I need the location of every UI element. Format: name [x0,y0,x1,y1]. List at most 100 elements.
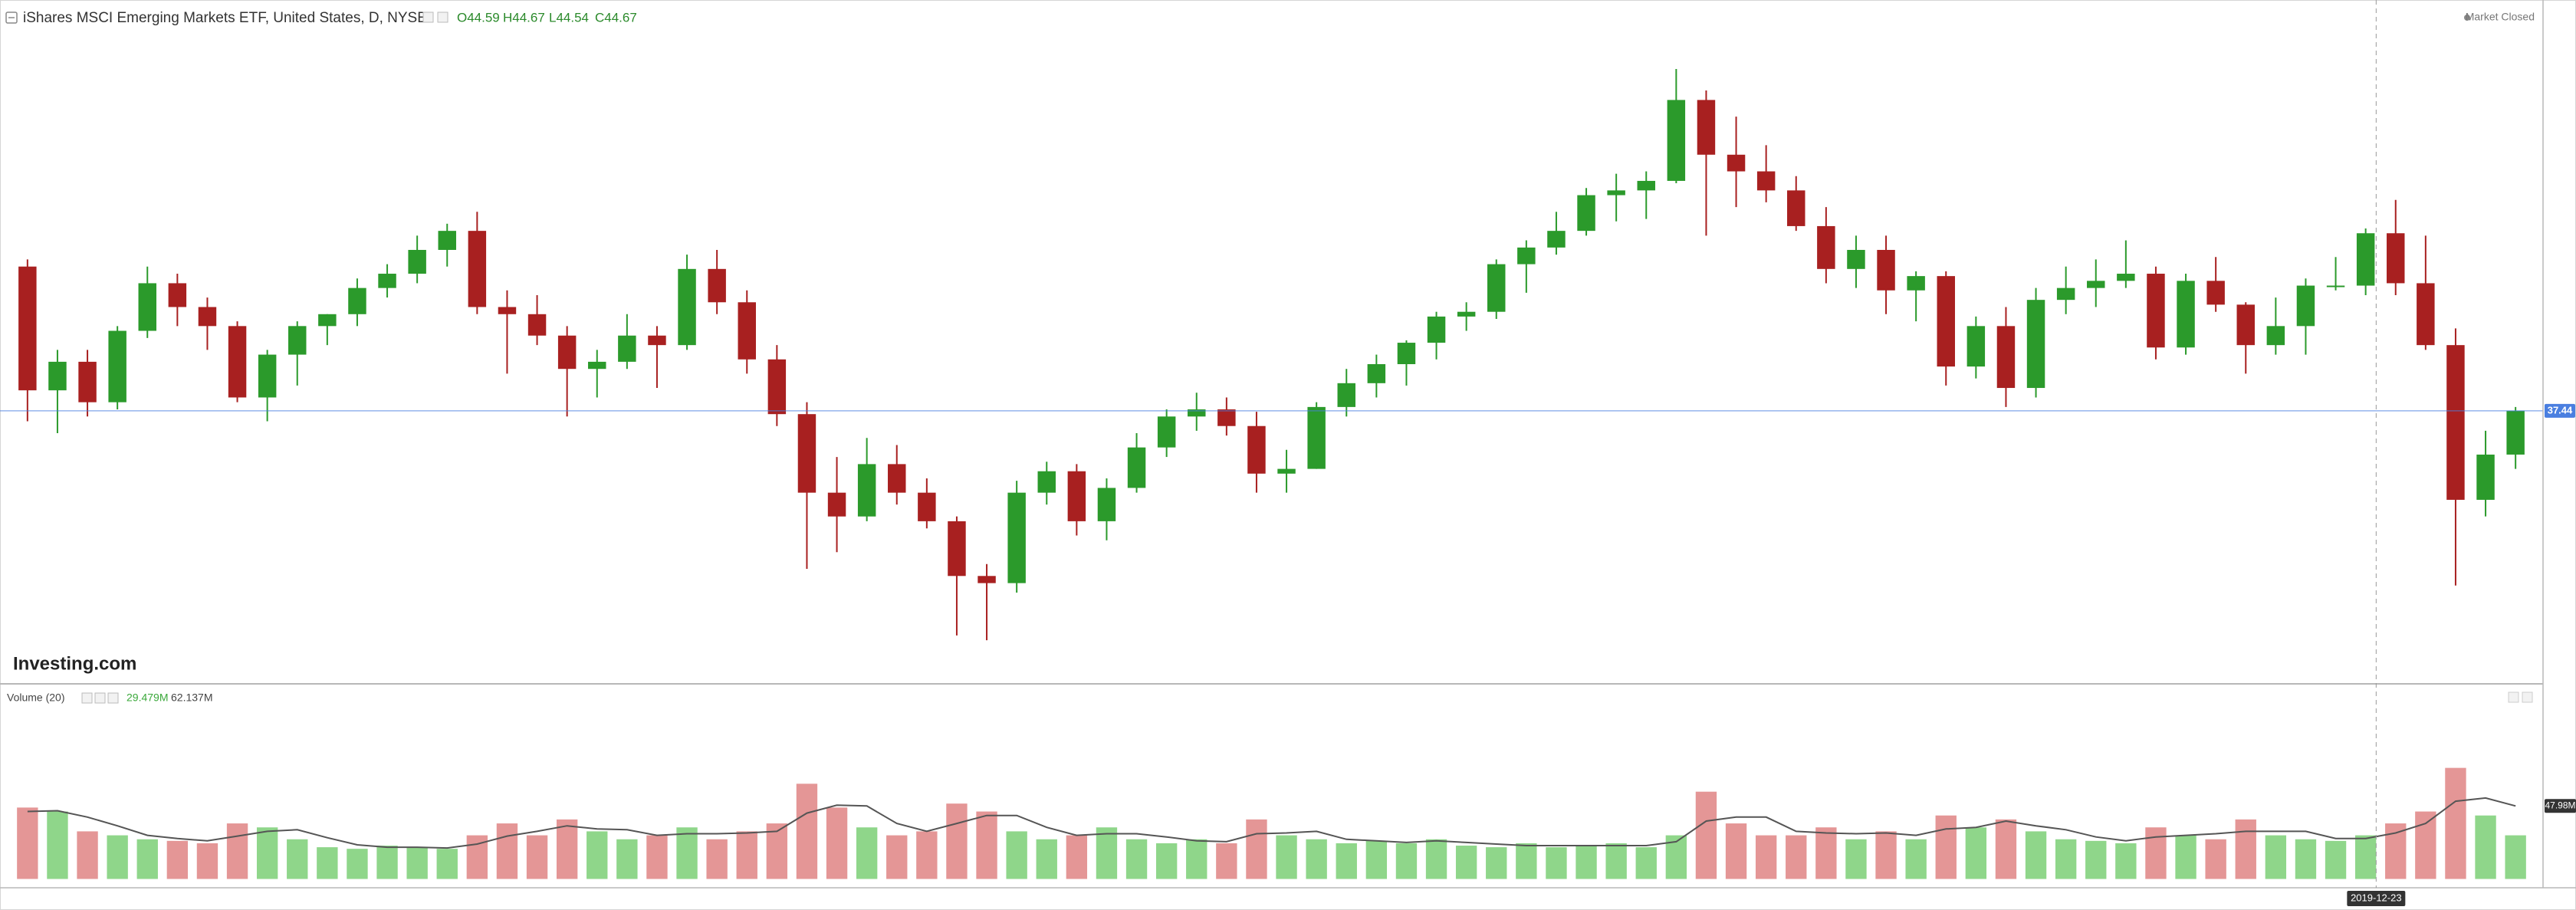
candle-body [2446,345,2465,500]
candle-body [348,287,366,314]
ohlc-open: O44.59 [457,10,500,25]
volume-bar [2354,835,2377,879]
last-price-tag [2545,403,2575,418]
chart-title: iShares MSCI Emerging Markets ETF, Unite… [23,10,427,26]
candle-body [1667,100,1686,181]
volume-bar [317,847,338,879]
candle-body [678,268,696,346]
candle-body [1487,264,1506,312]
candle-body [138,283,156,331]
volume-bar [2445,767,2466,879]
volume-bar [2235,819,2256,879]
candle-body [438,231,456,250]
candle-body [1996,326,2016,389]
volume-bar [1306,839,1327,879]
candle-body [1307,406,1326,469]
volume-bar [1365,840,1388,879]
last-price-label: 37.44 [2548,404,2573,416]
volume-bar [976,811,997,879]
volume-bar [1695,791,1717,879]
volume-bar [17,807,38,879]
candle-body [1967,326,1986,367]
candle-body [48,361,67,391]
candle-body [1756,171,1776,191]
volume-bar [2145,827,2167,879]
candle-body [2296,285,2315,327]
volume-bar [1995,819,2017,879]
volume-bar [2085,840,2107,879]
candle-body [618,335,636,362]
volume-bar [1066,835,1088,879]
candle-body [2206,281,2225,305]
candle-body [888,464,906,493]
volume-last-tag [2545,799,2576,813]
volume-bar [526,835,548,879]
status-dot [2464,15,2470,21]
volume-bar [2475,815,2496,879]
volume-bar [856,827,878,879]
candle-body [288,326,307,355]
volume-bar [736,831,757,879]
marks [0,69,2543,879]
candle-body [378,274,396,288]
candle-body [318,314,337,327]
pane-up-button[interactable] [2508,692,2519,703]
ohlc-close: C44.67 [595,10,637,25]
volume-bar [706,839,728,879]
candle-body [1457,311,1476,317]
collapse-icon[interactable] [5,11,18,24]
volume-bar [1455,846,1477,879]
close-button[interactable] [437,11,449,23]
volume-bar [1905,839,1927,879]
volume-bar [226,823,248,879]
candle-body [1847,249,1865,269]
volume-ma-line [27,797,2516,849]
candle-body [1697,100,1716,155]
volume-bar [136,839,158,879]
volume-settings-button[interactable] [81,692,93,704]
candle-body [557,335,577,370]
volume-bar [1036,839,1057,879]
volume-bar [406,847,428,879]
candle-body [1247,425,1266,474]
volume-bar [2415,811,2436,879]
volume-bar [347,849,368,879]
candle-body [198,307,217,327]
volume-bar [1276,835,1297,879]
candle-body [108,330,127,402]
volume-bar [1725,823,1747,879]
candle-body [1517,247,1536,264]
volume-bar [766,823,788,879]
candle-body [1188,409,1206,417]
volume-bar [1155,843,1178,879]
candle-body [228,326,247,398]
candle-body [2506,410,2525,455]
volume-bar [586,831,608,879]
candle-body [948,521,966,577]
candle-body [168,283,187,307]
candle-body [1217,409,1236,426]
settings-button[interactable] [422,11,434,23]
volume-bar [1755,835,1777,879]
candle-body [738,302,756,360]
volume-bar [1395,843,1418,879]
volume-bar [826,807,848,879]
volume-bar [616,839,638,879]
pane-maximize-button[interactable] [2522,692,2533,703]
volume-hide-button[interactable] [94,692,106,704]
volume-bar [1006,831,1027,879]
volume-bar [2325,840,2347,879]
volume-bar [1186,839,1208,879]
candle-body [2117,274,2135,281]
volume-bar [946,803,968,879]
candle-body [1277,468,1296,474]
volume-close-button[interactable] [107,692,119,704]
ohlc-high: H44.67 [503,10,545,25]
volume-bar [1096,827,1118,879]
volume-bar [1965,827,1987,879]
candle-body [2326,285,2345,287]
candle-body [1337,383,1355,407]
candle-body [767,359,787,415]
